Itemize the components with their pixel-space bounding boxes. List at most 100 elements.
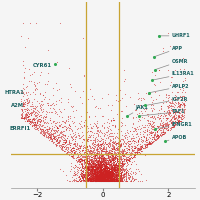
- Point: [120, 179, 123, 182]
- Point: [102, 174, 105, 178]
- Point: [91, 177, 94, 181]
- Point: [126, 138, 129, 141]
- Point: [106, 180, 109, 183]
- Point: [87, 155, 90, 158]
- Point: [39, 74, 42, 77]
- Point: [118, 173, 121, 177]
- Point: [120, 169, 123, 172]
- Point: [96, 179, 99, 182]
- Point: [79, 161, 83, 165]
- Point: [87, 154, 90, 157]
- Point: [105, 179, 108, 182]
- Point: [75, 156, 79, 159]
- Point: [84, 176, 87, 179]
- Point: [22, 105, 25, 108]
- Point: [104, 174, 107, 177]
- Point: [115, 141, 118, 144]
- Point: [133, 152, 136, 156]
- Point: [113, 179, 116, 182]
- Point: [102, 172, 105, 175]
- Point: [97, 142, 100, 145]
- Point: [77, 176, 81, 179]
- Point: [111, 167, 115, 170]
- Point: [123, 173, 126, 176]
- Point: [98, 174, 101, 177]
- Point: [89, 177, 93, 181]
- Point: [94, 171, 97, 174]
- Point: [80, 175, 83, 178]
- Point: [178, 119, 181, 122]
- Point: [71, 139, 74, 142]
- Point: [97, 180, 100, 183]
- Point: [117, 165, 121, 169]
- Point: [93, 177, 96, 181]
- Point: [95, 166, 99, 169]
- Point: [110, 174, 113, 177]
- Point: [66, 148, 69, 151]
- Point: [95, 178, 99, 181]
- Point: [118, 178, 121, 181]
- Point: [104, 168, 108, 171]
- Point: [101, 175, 104, 178]
- Point: [55, 112, 59, 115]
- Point: [24, 115, 27, 118]
- Point: [95, 166, 98, 170]
- Point: [136, 127, 139, 130]
- Point: [94, 154, 97, 157]
- Point: [79, 173, 83, 177]
- Point: [99, 168, 102, 172]
- Point: [101, 174, 105, 178]
- Point: [63, 125, 66, 128]
- Point: [129, 137, 133, 140]
- Point: [91, 177, 94, 180]
- Point: [37, 120, 40, 123]
- Point: [99, 142, 102, 145]
- Point: [78, 179, 81, 182]
- Point: [103, 165, 106, 169]
- Point: [92, 163, 95, 166]
- Point: [61, 130, 64, 133]
- Point: [94, 169, 97, 173]
- Point: [102, 173, 105, 177]
- Point: [107, 175, 111, 178]
- Point: [93, 168, 96, 171]
- Point: [120, 162, 124, 165]
- Point: [121, 138, 125, 141]
- Point: [112, 179, 115, 182]
- Point: [99, 134, 102, 137]
- Point: [83, 172, 86, 175]
- Point: [98, 166, 102, 169]
- Point: [98, 179, 101, 182]
- Point: [100, 177, 103, 181]
- Point: [87, 168, 90, 172]
- Point: [149, 130, 153, 133]
- Point: [117, 169, 120, 172]
- Point: [93, 138, 96, 142]
- Point: [84, 172, 87, 175]
- Point: [115, 178, 118, 182]
- Point: [109, 169, 113, 173]
- Point: [92, 141, 95, 144]
- Point: [92, 179, 95, 182]
- Point: [86, 126, 89, 129]
- Point: [177, 115, 181, 118]
- Point: [107, 154, 110, 158]
- Point: [146, 142, 149, 145]
- Point: [88, 149, 91, 152]
- Point: [89, 179, 92, 182]
- Point: [79, 176, 82, 179]
- Point: [103, 168, 106, 171]
- Point: [107, 175, 111, 179]
- Point: [172, 123, 175, 126]
- Point: [95, 167, 98, 170]
- Point: [121, 155, 125, 158]
- Point: [94, 176, 98, 179]
- Point: [99, 166, 103, 170]
- Point: [80, 143, 83, 146]
- Point: [160, 132, 164, 136]
- Point: [84, 171, 88, 174]
- Point: [107, 175, 110, 178]
- Point: [156, 137, 160, 140]
- Point: [122, 173, 126, 176]
- Point: [126, 145, 129, 148]
